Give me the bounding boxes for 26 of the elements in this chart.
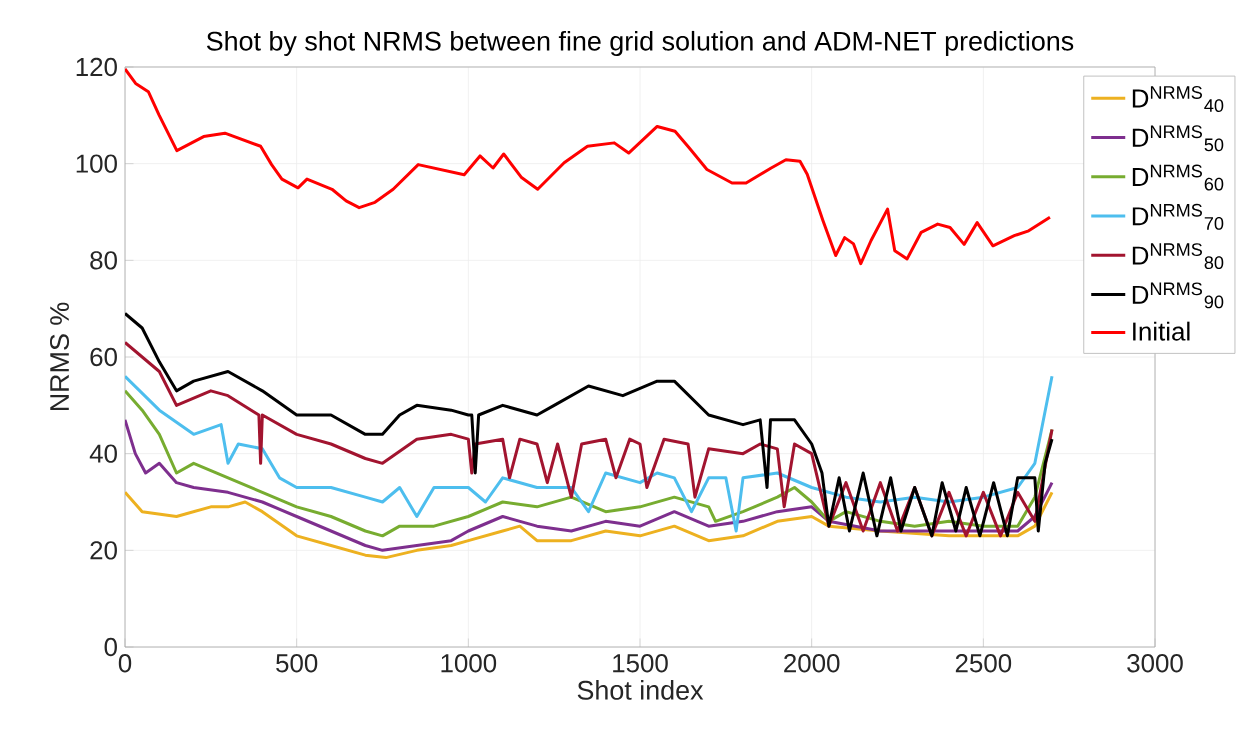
- line-series: [125, 67, 1052, 266]
- y-tick-label: 100: [76, 154, 117, 173]
- legend-label: D$^{NRMS}$60: [1132, 164, 1224, 191]
- x-tick-label: 3000: [1127, 654, 1183, 673]
- legend-label: D$^{NRMS}$70: [1132, 203, 1224, 230]
- x-tick-label: 500: [276, 654, 318, 673]
- legend-label: Initial: [1133, 321, 1190, 341]
- chart-title: Shot by shot NRMS between fine grid solution and ADM-NET predictions: [206, 30, 1074, 57]
- legend-label: D$^{NRMS}$90: [1132, 282, 1224, 309]
- x-tick-label: 0: [118, 654, 132, 673]
- y-axis-title: NRMS %: [50, 302, 70, 411]
- y-tick-label: 0: [104, 637, 117, 657]
- legend-label: D$^{NRMS}$80: [1132, 243, 1224, 270]
- line-series: [125, 490, 1054, 560]
- legend-label: D$^{NRMS}$50: [1132, 125, 1224, 152]
- x-tick-label: 2000: [784, 654, 840, 673]
- y-tick-label: 120: [76, 57, 117, 77]
- x-tick-label: 2500: [955, 654, 1012, 673]
- x-tick-label: 1000: [441, 654, 497, 673]
- y-tick-label: 40: [89, 444, 117, 463]
- x-axis-title: Shot index: [577, 680, 704, 700]
- y-tick-label: 20: [90, 541, 117, 560]
- legend-label: D$^{NRMS}$40: [1132, 86, 1224, 113]
- x-tick-label: 1500: [613, 654, 668, 673]
- y-tick-label: 60: [90, 347, 117, 367]
- y-tick-label: 80: [90, 251, 117, 270]
